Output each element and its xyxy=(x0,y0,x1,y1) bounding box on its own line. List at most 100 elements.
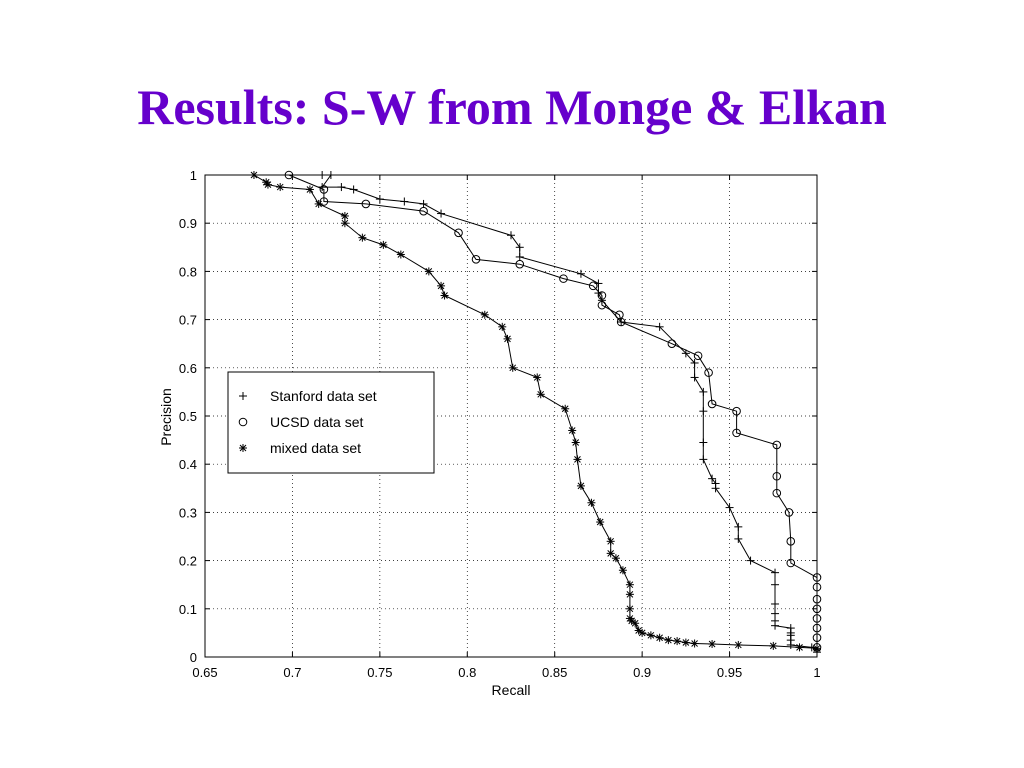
data-point-ucsd-data-set xyxy=(419,206,428,216)
legend-label-mixed-data-set: mixed data set xyxy=(270,440,361,456)
data-point-stanford-data-set xyxy=(771,599,780,608)
series-mixed-data-set xyxy=(249,171,821,653)
y-tick-label: 0.3 xyxy=(179,505,197,520)
data-point-ucsd-data-set xyxy=(707,399,717,409)
data-point-mixed-data-set xyxy=(568,426,577,435)
data-point-ucsd-data-set xyxy=(812,594,822,604)
y-tick-label: 0.9 xyxy=(179,216,197,231)
data-point-mixed-data-set xyxy=(769,641,778,650)
data-point-mixed-data-set xyxy=(611,554,620,563)
data-point-mixed-data-set xyxy=(606,549,615,558)
legend-label-ucsd-data-set: UCSD data set xyxy=(270,414,363,430)
data-point-mixed-data-set xyxy=(655,633,664,642)
y-tick-label: 0.1 xyxy=(179,602,197,617)
data-point-mixed-data-set xyxy=(813,644,821,653)
y-tick-label: 0 xyxy=(190,650,197,665)
series-line-ucsd-data-set xyxy=(288,174,818,648)
data-point-mixed-data-set xyxy=(618,566,627,575)
data-point-mixed-data-set xyxy=(625,604,634,613)
data-point-mixed-data-set xyxy=(587,498,596,507)
data-point-mixed-data-set xyxy=(340,211,349,220)
data-point-mixed-data-set xyxy=(424,267,433,276)
x-tick-label: 0.95 xyxy=(717,665,742,680)
data-point-mixed-data-set xyxy=(480,310,489,319)
data-point-ucsd-data-set xyxy=(812,582,822,592)
data-point-stanford-data-set xyxy=(725,503,734,512)
data-point-ucsd-data-set xyxy=(616,317,626,327)
data-point-ucsd-data-set xyxy=(284,170,294,180)
data-point-stanford-data-set xyxy=(699,387,708,396)
data-point-mixed-data-set xyxy=(664,636,673,645)
data-point-mixed-data-set xyxy=(379,240,388,249)
data-point-ucsd-data-set xyxy=(784,508,794,517)
data-point-stanford-data-set xyxy=(515,243,524,252)
data-point-ucsd-data-set xyxy=(772,440,782,450)
y-tick-label: 1 xyxy=(190,168,197,183)
y-tick-label: 0.6 xyxy=(179,361,197,376)
x-tick-label: 0.85 xyxy=(542,665,567,680)
data-point-stanford-data-set xyxy=(375,195,384,204)
data-point-ucsd-data-set xyxy=(515,259,525,269)
x-tick-label: 1 xyxy=(813,665,820,680)
data-point-stanford-data-set xyxy=(734,522,743,531)
data-point-ucsd-data-set xyxy=(454,228,463,238)
data-point-mixed-data-set xyxy=(681,638,690,647)
data-point-mixed-data-set xyxy=(576,481,585,490)
y-tick-label: 0.2 xyxy=(179,554,197,569)
data-point-ucsd-data-set xyxy=(588,281,598,291)
data-point-mixed-data-set xyxy=(305,185,314,194)
data-point-mixed-data-set xyxy=(263,180,272,189)
data-point-mixed-data-set xyxy=(498,322,507,331)
series-layer xyxy=(249,170,822,657)
data-point-ucsd-data-set xyxy=(597,300,607,310)
data-point-ucsd-data-set xyxy=(319,197,329,206)
x-tick-label: 0.65 xyxy=(192,665,217,680)
data-point-ucsd-data-set xyxy=(693,351,703,361)
data-point-mixed-data-set xyxy=(508,363,517,372)
data-point-ucsd-data-set xyxy=(812,573,822,582)
data-point-stanford-data-set xyxy=(419,199,428,208)
legend-marker-ucsd-data-set xyxy=(238,417,248,427)
data-point-ucsd-data-set xyxy=(812,633,822,643)
data-point-stanford-data-set xyxy=(400,197,409,206)
data-point-stanford-data-set xyxy=(699,438,708,447)
data-point-mixed-data-set xyxy=(533,373,542,382)
data-point-mixed-data-set xyxy=(573,455,582,464)
data-point-ucsd-data-set xyxy=(812,623,822,633)
y-tick-label: 0.4 xyxy=(179,457,197,472)
data-point-ucsd-data-set xyxy=(559,274,568,283)
data-point-stanford-data-set xyxy=(515,252,524,261)
data-point-mixed-data-set xyxy=(638,628,647,637)
data-point-mixed-data-set xyxy=(596,518,605,527)
y-tick-label: 0.8 xyxy=(179,264,197,279)
data-point-ucsd-data-set xyxy=(732,406,741,416)
data-point-mixed-data-set xyxy=(440,291,449,300)
x-tick-label: 0.8 xyxy=(458,665,476,680)
data-point-mixed-data-set xyxy=(437,281,446,290)
data-point-ucsd-data-set xyxy=(812,614,822,623)
data-point-ucsd-data-set xyxy=(667,339,677,349)
data-point-ucsd-data-set xyxy=(471,255,481,264)
data-point-stanford-data-set xyxy=(699,455,708,464)
data-point-stanford-data-set xyxy=(507,231,515,240)
data-point-ucsd-data-set xyxy=(786,537,796,546)
x-tick-label: 0.75 xyxy=(367,665,392,680)
data-point-mixed-data-set xyxy=(734,640,743,649)
data-point-ucsd-data-set xyxy=(319,185,329,194)
data-point-mixed-data-set xyxy=(503,334,512,343)
data-point-ucsd-data-set xyxy=(812,604,822,614)
legend-marker-mixed-data-set xyxy=(239,444,247,452)
data-point-mixed-data-set xyxy=(625,590,634,599)
data-point-mixed-data-set xyxy=(358,233,367,242)
data-point-mixed-data-set xyxy=(249,171,258,179)
y-axis-label: Precision xyxy=(158,388,174,446)
data-point-ucsd-data-set xyxy=(772,471,782,481)
data-point-ucsd-data-set xyxy=(732,428,741,438)
data-point-mixed-data-set xyxy=(795,643,804,652)
data-point-ucsd-data-set xyxy=(597,291,607,300)
data-point-ucsd-data-set xyxy=(772,488,782,498)
data-point-stanford-data-set xyxy=(771,609,780,618)
data-point-mixed-data-set xyxy=(673,637,682,646)
y-tick-label: 0.5 xyxy=(179,409,197,424)
